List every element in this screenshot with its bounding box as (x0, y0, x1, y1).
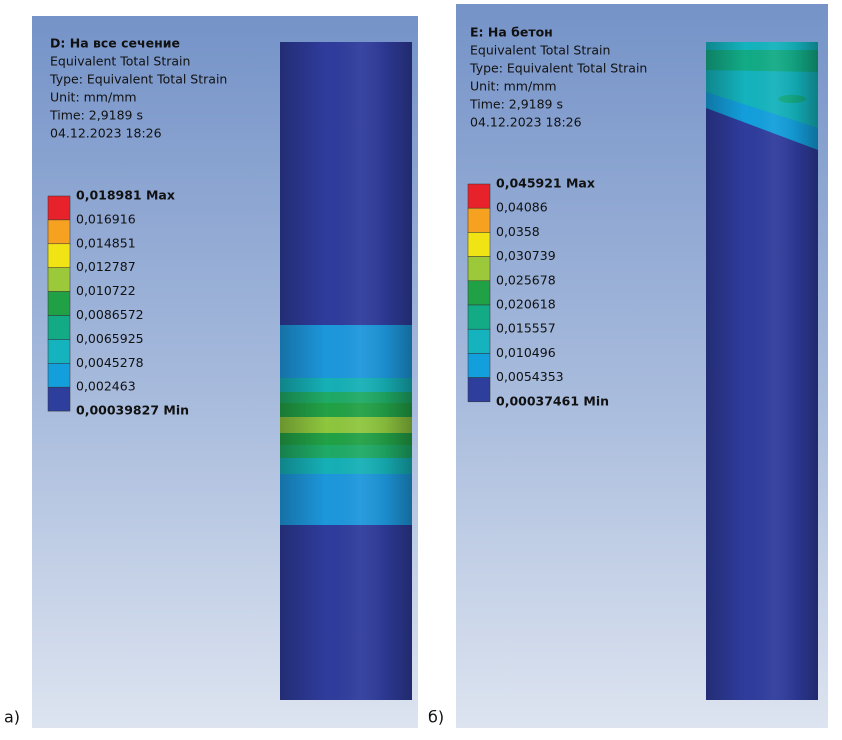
legend-swatch (468, 232, 490, 256)
legend-swatch (48, 363, 70, 387)
legend-swatch (468, 281, 490, 305)
legend-label: 0,018981 Max (76, 188, 175, 203)
legend-label: 0,045921 Max (496, 176, 595, 191)
legend-swatch (468, 208, 490, 232)
result-info: 04.12.2023 18:26 (470, 115, 582, 130)
legend-label: 0,0358 (496, 224, 540, 239)
legend-label: 0,00039827 Min (76, 403, 189, 418)
cylinder-shade (280, 42, 412, 700)
result-info: Unit: mm/mm (470, 79, 557, 94)
legend-label: 0,030739 (496, 248, 556, 263)
panel-label: а) (4, 708, 20, 727)
legend-swatch (468, 184, 490, 208)
legend-swatch (48, 220, 70, 244)
result-info: Time: 2,9189 s (49, 108, 143, 123)
legend-label: 0,016916 (76, 211, 136, 226)
legend-swatch (468, 378, 490, 402)
legend-label: 0,010722 (76, 283, 136, 298)
result-info: Equivalent Total Strain (470, 43, 610, 58)
result-info: Type: Equivalent Total Strain (469, 61, 647, 76)
legend-label: 0,025678 (496, 272, 556, 287)
legend-label: 0,0086572 (76, 307, 144, 322)
legend-swatch (48, 196, 70, 220)
legend-label: 0,012787 (76, 259, 136, 274)
legend-swatch (468, 305, 490, 329)
legend-label: 0,0054353 (496, 369, 564, 384)
legend-label: 0,04086 (496, 200, 548, 215)
legend-label: 0,0065925 (76, 331, 144, 346)
legend-swatch (48, 292, 70, 316)
legend-swatch (48, 244, 70, 268)
result-info: Equivalent Total Strain (50, 54, 190, 69)
legend-swatch (468, 353, 490, 377)
result-info: 04.12.2023 18:26 (50, 126, 162, 141)
result-title: E: На бетон (470, 25, 553, 40)
legend-label: 0,002463 (76, 379, 136, 394)
result-info: Time: 2,9189 s (469, 97, 563, 112)
legend-label: 0,015557 (496, 321, 556, 336)
legend-swatch (468, 329, 490, 353)
legend-swatch (48, 268, 70, 292)
legend-label: 0,020618 (496, 297, 556, 312)
figure: D: На все сечение Equivalent Total Strain… (0, 0, 842, 740)
legend-label: 0,010496 (496, 345, 556, 360)
legend-swatch (48, 387, 70, 411)
panel-label: б) (428, 708, 444, 727)
legend-swatch (468, 257, 490, 281)
result-title: D: На все сечение (50, 36, 180, 51)
legend-swatch (48, 339, 70, 363)
cylinder-shade (706, 42, 818, 700)
legend-label: 0,0045278 (76, 355, 144, 370)
result-info: Type: Equivalent Total Strain (49, 72, 227, 87)
result-info: Unit: mm/mm (50, 90, 137, 105)
legend-swatch (48, 316, 70, 340)
legend-label: 0,00037461 Min (496, 393, 609, 408)
legend-label: 0,014851 (76, 235, 136, 250)
